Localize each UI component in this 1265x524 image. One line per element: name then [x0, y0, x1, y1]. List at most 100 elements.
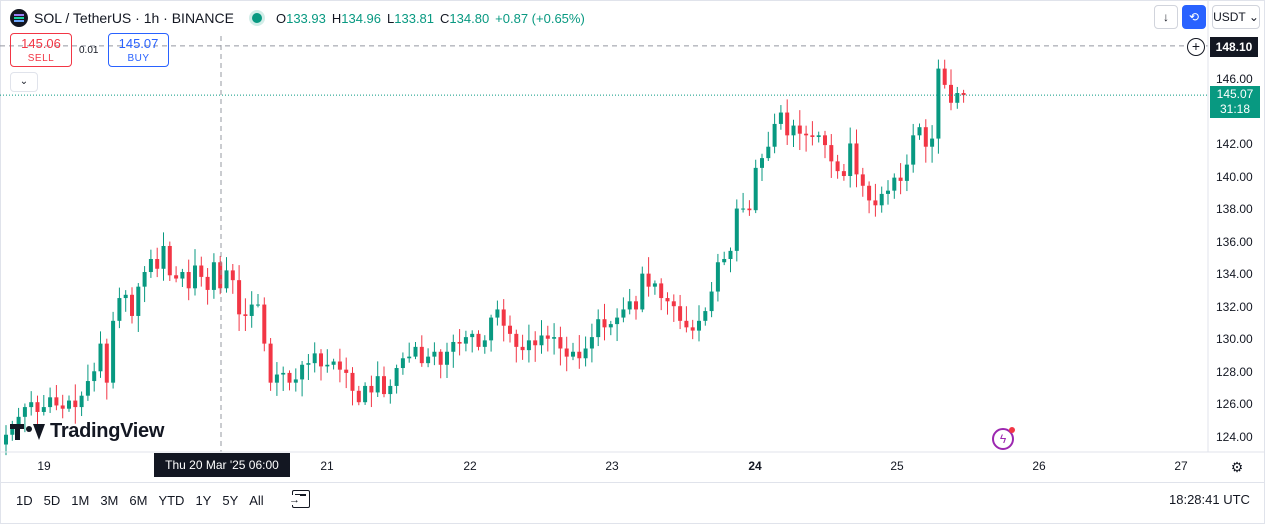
candle [678, 294, 683, 330]
candle [85, 364, 90, 401]
candle [92, 362, 97, 392]
candle-body [256, 304, 260, 306]
candle-body [778, 112, 783, 124]
candle [249, 291, 254, 328]
candle [79, 391, 84, 417]
range-button-all[interactable]: All [249, 493, 264, 508]
candle [709, 282, 714, 318]
candle-body [665, 298, 670, 302]
candle-body [697, 320, 701, 331]
range-button-6m[interactable]: 6M [129, 493, 148, 508]
candle-body [652, 283, 657, 287]
candle [810, 121, 815, 146]
candle [205, 268, 210, 305]
candle-body [848, 143, 853, 177]
range-button-ytd[interactable]: YTD [158, 493, 185, 508]
candle-body [243, 314, 248, 316]
candle-body [615, 317, 620, 325]
currency-select[interactable]: USDT ⌄ [1212, 5, 1260, 29]
candle-body [823, 135, 827, 146]
candle [48, 387, 53, 413]
candle [508, 315, 512, 343]
price-axis-label: 134.00 [1216, 267, 1253, 282]
price-chart[interactable] [0, 0, 1265, 482]
candle [489, 314, 494, 352]
candle [848, 127, 853, 188]
scroll-down-button[interactable]: ↓ [1154, 5, 1178, 29]
candle [545, 325, 550, 352]
tradingview-mark-icon [10, 422, 46, 442]
candle-body [608, 324, 613, 328]
gear-icon[interactable]: ⚙ [1230, 459, 1244, 475]
buy-button[interactable]: 145.07 BUY [108, 33, 169, 67]
candle-body [634, 301, 638, 310]
candle [268, 338, 273, 391]
high-value: 134.96 [341, 10, 382, 26]
candle-body [489, 317, 494, 341]
symbol-title[interactable]: SOL / TetherUS · 1h · BINANCE [34, 10, 234, 26]
candle-body [571, 351, 575, 357]
candle [438, 349, 443, 379]
bottom-toolbar: 1D 5D 1M 3M 6M YTD 1Y 5Y All [0, 482, 1265, 520]
range-button-1m[interactable]: 1M [71, 493, 90, 508]
market-status-icon[interactable] [251, 13, 262, 23]
candle [734, 199, 739, 262]
candle-body [470, 333, 475, 338]
clock[interactable]: 18:28:41 UTC [1169, 492, 1250, 507]
candle [130, 287, 134, 324]
candle-body [640, 273, 645, 310]
candle [602, 303, 607, 341]
open-label: O [275, 10, 287, 26]
candle [142, 266, 147, 303]
candle-body [375, 376, 380, 393]
candle [180, 268, 185, 288]
candle [879, 186, 884, 213]
sell-button[interactable]: 145.06 SELL [10, 33, 72, 67]
range-button-1d[interactable]: 1D [16, 493, 33, 508]
range-button-5d[interactable]: 5D [43, 493, 61, 508]
candle-body [237, 280, 242, 315]
candle-body [722, 259, 727, 263]
tradingview-wordmark: TradingView [50, 420, 165, 442]
price-axis-label: 146.00 [1216, 72, 1253, 86]
go-to-date-icon[interactable] [289, 490, 310, 508]
candle-body [766, 146, 771, 159]
candle-body [180, 272, 185, 279]
candle [117, 287, 122, 329]
candle [281, 366, 286, 391]
candle [646, 257, 651, 297]
candle-body [797, 125, 802, 134]
low-value: 133.81 [394, 10, 435, 26]
candle-body [917, 127, 922, 136]
candle-body [419, 346, 424, 364]
candle-body [312, 353, 317, 364]
range-button-5y[interactable]: 5Y [222, 493, 239, 508]
candle [533, 331, 538, 362]
lightning-icon[interactable]: ϟ [992, 427, 1015, 450]
candle [520, 334, 525, 360]
tradingview-logo[interactable]: TradingView [10, 420, 164, 443]
change-value: +0.87 (+0.65%) [495, 10, 585, 26]
candle [911, 123, 916, 173]
candle-body [816, 135, 821, 137]
candle [766, 131, 771, 161]
auto-scale-button[interactable]: ⟲ [1182, 5, 1206, 29]
candle [665, 292, 670, 315]
candle-body [350, 372, 355, 391]
candle [577, 335, 582, 369]
range-button-3m[interactable]: 3M [100, 493, 119, 508]
candle-body [262, 304, 267, 344]
candle-body [268, 343, 273, 383]
candle [816, 131, 821, 143]
candle-body [841, 171, 846, 177]
candle [400, 352, 405, 375]
candle [306, 354, 311, 380]
collapse-legend-button[interactable]: ⌄ [10, 72, 38, 92]
plus-icon[interactable]: + [1187, 38, 1205, 56]
candle [432, 342, 437, 366]
candle-body [98, 343, 103, 372]
low-label: L [387, 10, 395, 26]
candle [337, 348, 342, 383]
candle-body [22, 407, 27, 417]
range-button-1y[interactable]: 1Y [195, 493, 212, 508]
